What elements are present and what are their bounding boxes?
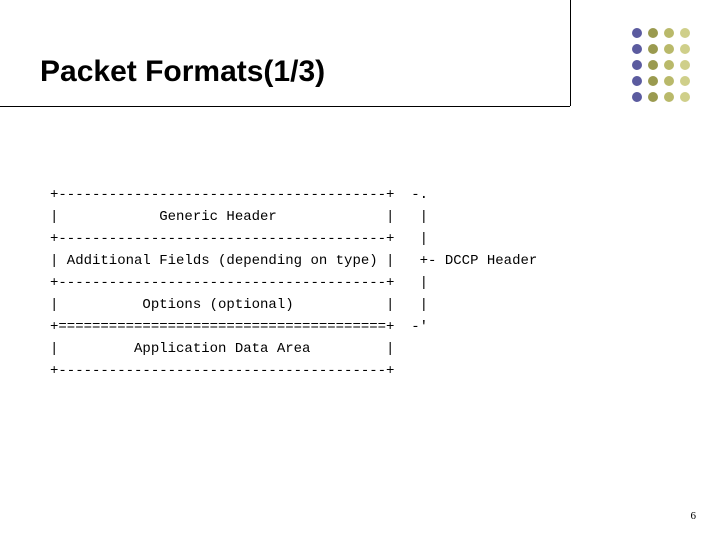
- title-region: Packet Formats(1/3): [40, 55, 325, 89]
- dot-icon: [664, 76, 674, 86]
- dot-icon: [632, 60, 642, 70]
- dot-icon: [680, 76, 690, 86]
- dot-icon: [664, 60, 674, 70]
- dot-icon: [632, 92, 642, 102]
- dot-icon: [664, 44, 674, 54]
- corner-dots-icon: [632, 28, 692, 104]
- page-number: 6: [691, 510, 697, 522]
- dot-icon: [632, 44, 642, 54]
- dot-icon: [632, 28, 642, 38]
- dot-icon: [648, 92, 658, 102]
- dot-icon: [680, 60, 690, 70]
- dot-icon: [680, 92, 690, 102]
- dot-icon: [632, 76, 642, 86]
- dot-icon: [680, 44, 690, 54]
- dot-icon: [648, 28, 658, 38]
- page-title: Packet Formats(1/3): [40, 55, 325, 88]
- header-rule-horizontal: [0, 106, 570, 107]
- packet-format-diagram: +---------------------------------------…: [50, 184, 537, 382]
- header-rule-vertical: [570, 0, 571, 106]
- dot-icon: [648, 60, 658, 70]
- dot-icon: [680, 28, 690, 38]
- dot-icon: [664, 28, 674, 38]
- dot-icon: [648, 44, 658, 54]
- dot-icon: [664, 92, 674, 102]
- dot-icon: [648, 76, 658, 86]
